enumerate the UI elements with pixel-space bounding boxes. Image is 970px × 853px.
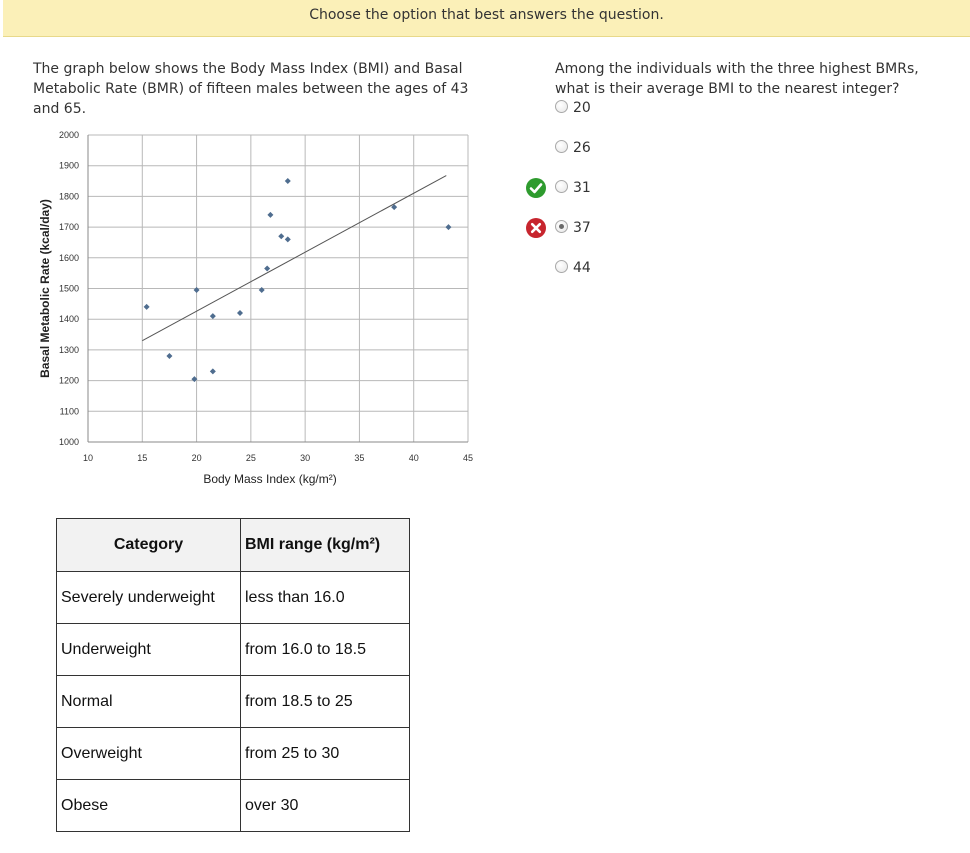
x-tick-label: 10	[83, 453, 93, 463]
bmi-bmr-scatter-chart: 1000 1100 1200 1300 1400 1500 1600 1700 1800 1900…	[30, 126, 480, 495]
data-point	[166, 353, 173, 360]
header-category: Category	[56, 518, 241, 572]
instruction-text: Choose the option that best answers the …	[309, 7, 664, 23]
data-point	[391, 204, 398, 211]
bmi-category-table: Category BMI range (kg/m²) Severely unde…	[56, 518, 410, 832]
answer-option-2-label: 26	[573, 140, 591, 156]
correct-check-icon	[526, 178, 546, 198]
table-row: Overweight from 25 to 30	[56, 727, 410, 780]
data-point	[445, 224, 452, 231]
y-tick-label: 1600	[59, 253, 79, 263]
y-tick-label: 1900	[59, 161, 79, 171]
data-point	[284, 236, 291, 243]
data-point	[143, 303, 150, 310]
x-tick-label: 15	[137, 453, 147, 463]
radio-button-4-selected[interactable]	[555, 220, 568, 233]
answer-option-5-label: 44	[573, 260, 591, 276]
data-point	[193, 287, 200, 294]
range-cell: from 25 to 30	[240, 727, 410, 780]
x-tick-label: 40	[409, 453, 419, 463]
answer-option-2[interactable]: 26	[555, 138, 591, 158]
table-row: Underweight from 16.0 to 18.5	[56, 623, 410, 676]
data-point	[278, 233, 285, 240]
incorrect-x-icon	[526, 218, 546, 238]
radio-button-2[interactable]	[555, 140, 568, 153]
table-header-row: Category BMI range (kg/m²)	[56, 518, 410, 572]
x-tick-label: 30	[300, 453, 310, 463]
trend-line	[142, 175, 447, 342]
answer-option-4[interactable]: 37	[555, 218, 591, 238]
y-tick-label: 1200	[59, 376, 79, 386]
answer-option-1-label: 20	[573, 100, 591, 116]
y-tick-label: 1000	[59, 437, 79, 447]
instruction-banner: Choose the option that best answers the …	[3, 0, 970, 37]
data-point	[267, 211, 274, 218]
category-cell: Overweight	[56, 727, 241, 780]
table-row: Obese over 30	[56, 779, 410, 832]
data-point	[264, 265, 271, 272]
category-cell: Underweight	[56, 623, 241, 676]
y-tick-label: 1700	[59, 222, 79, 232]
data-point	[284, 178, 291, 185]
y-tick-label: 1800	[59, 191, 79, 201]
question-text: Among the individuals with the three hig…	[555, 61, 919, 97]
chart-svg: 1000 1100 1200 1300 1400 1500 1600 1700 1800 1900…	[38, 130, 473, 486]
category-cell: Severely underweight	[56, 571, 241, 624]
passage-text: The graph below shows the Body Mass Inde…	[33, 61, 469, 117]
y-tick-label: 1400	[59, 314, 79, 324]
x-axis-title: Body Mass Index (kg/m²)	[203, 472, 336, 486]
header-bmi-range: BMI range (kg/m²)	[240, 518, 410, 572]
answer-option-4-label: 37	[573, 220, 591, 236]
data-point	[191, 376, 198, 383]
x-tick-label: 45	[463, 453, 473, 463]
x-tick-label: 35	[354, 453, 364, 463]
data-point	[209, 368, 216, 375]
category-cell: Obese	[56, 779, 241, 832]
data-point	[237, 310, 243, 317]
radio-button-1[interactable]	[555, 100, 568, 113]
y-tick-label: 2000	[59, 130, 79, 140]
range-cell: from 16.0 to 18.5	[240, 623, 410, 676]
y-tick-label: 1300	[59, 345, 79, 355]
radio-button-3[interactable]	[555, 180, 568, 193]
range-cell: less than 16.0	[240, 571, 410, 624]
answer-option-3[interactable]: 31	[555, 178, 591, 198]
answer-option-5[interactable]: 44	[555, 258, 591, 278]
answer-option-3-label: 31	[573, 180, 591, 196]
data-point	[209, 313, 216, 320]
range-cell: from 18.5 to 25	[240, 675, 410, 728]
table-row: Severely underweight less than 16.0	[56, 571, 410, 624]
table-row: Normal from 18.5 to 25	[56, 675, 410, 728]
range-cell: over 30	[240, 779, 410, 832]
answer-option-1[interactable]: 20	[555, 98, 591, 118]
y-tick-label: 1500	[59, 284, 79, 294]
category-cell: Normal	[56, 675, 241, 728]
x-tick-label: 25	[246, 453, 256, 463]
y-axis-title: Basal Metabolic Rate (kcal/day)	[38, 199, 52, 378]
y-tick-label: 1100	[60, 406, 79, 416]
data-point	[258, 287, 265, 294]
radio-button-5[interactable]	[555, 260, 568, 273]
x-tick-label: 20	[192, 453, 202, 463]
